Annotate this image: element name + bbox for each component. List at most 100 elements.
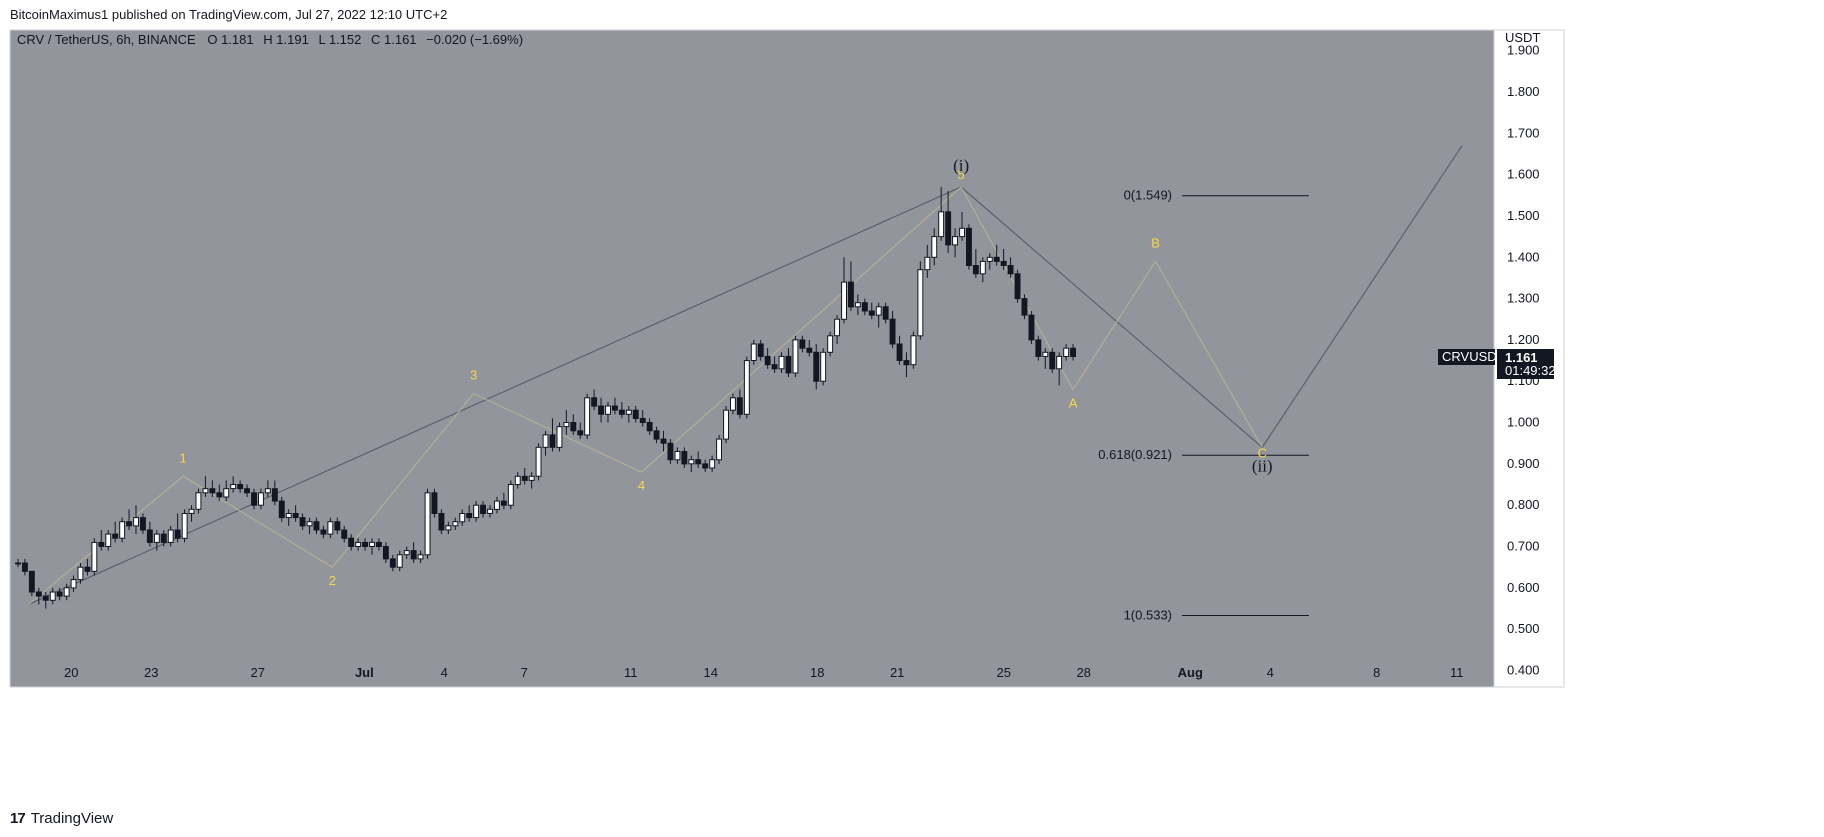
candle-body	[799, 339, 806, 349]
candle	[313, 517, 320, 535]
candle	[251, 488, 258, 510]
candle	[403, 546, 410, 559]
candle	[487, 505, 494, 518]
fib-label: 0.618(0.921)	[1098, 447, 1172, 462]
candle	[77, 563, 84, 584]
candle	[223, 480, 230, 502]
candle	[834, 315, 840, 345]
minor-wave-lines	[28, 186, 1263, 605]
candle-body	[403, 550, 410, 556]
candle-body	[591, 397, 598, 407]
candle	[278, 496, 285, 522]
candle-body	[993, 256, 1000, 262]
candle-body	[1070, 347, 1076, 358]
candle-body	[903, 360, 910, 366]
symbol-tag-box	[1438, 349, 1495, 365]
candle	[702, 459, 709, 473]
time-tick-label: 11	[1450, 665, 1464, 680]
candle-body	[854, 302, 861, 308]
candle-body	[49, 591, 56, 601]
wave-label-2: 2	[329, 573, 336, 588]
candle-body	[764, 355, 771, 366]
wave-label-b: B	[1151, 235, 1160, 250]
footer-brand[interactable]: TradingView	[30, 809, 114, 827]
candle-body	[410, 550, 417, 560]
candle	[327, 517, 334, 539]
candle	[22, 558, 28, 576]
candle	[230, 476, 237, 493]
candle	[709, 455, 716, 473]
candle	[952, 228, 958, 258]
price-tick-label: 1.300	[1507, 291, 1540, 306]
candle	[938, 187, 945, 241]
footer[interactable]: 17 TradingView	[10, 806, 113, 830]
candle	[348, 534, 355, 551]
candle-body	[917, 269, 924, 337]
candle-body	[528, 475, 535, 481]
candle	[98, 529, 105, 551]
candle-body	[306, 521, 313, 527]
price-axis[interactable]: 1.900 1.800 1.700 1.600 1.500 1.400 1.300 1.200…	[1507, 43, 1540, 678]
change-value: −0.020 (−1.69%)	[426, 32, 523, 47]
candle-body	[348, 537, 355, 548]
candle	[146, 521, 153, 547]
tradingview-logo-icon[interactable]: 17	[10, 809, 26, 827]
candle-body	[84, 566, 91, 572]
candle	[140, 513, 146, 535]
candle	[667, 439, 674, 464]
price-tick-label: 1.700	[1507, 125, 1540, 140]
candle	[1063, 344, 1070, 361]
candle	[1000, 249, 1007, 270]
candle-body	[827, 335, 834, 353]
candle	[591, 389, 598, 411]
candle	[730, 393, 736, 415]
candle-body	[556, 426, 563, 448]
candle	[285, 509, 292, 526]
time-tick-label: 7	[521, 665, 528, 680]
candle-body	[778, 355, 785, 370]
candle	[563, 410, 570, 435]
price-tick-label: 1.000	[1507, 415, 1540, 430]
time-tick-label: 25	[997, 665, 1011, 680]
open-label: O	[207, 32, 217, 47]
candle	[188, 505, 195, 522]
candle	[896, 335, 903, 365]
major-wave-label: (ii)	[1252, 456, 1273, 475]
candle-body	[341, 529, 348, 539]
candle-body	[320, 529, 327, 535]
candle	[389, 554, 396, 572]
candle	[993, 244, 1000, 266]
candle	[931, 228, 938, 266]
price-tick-label: 1.900	[1507, 43, 1540, 58]
candle-body	[389, 558, 396, 568]
candle	[556, 422, 563, 452]
time-tick-label: Aug	[1178, 665, 1203, 680]
candle-body	[417, 554, 424, 560]
ohlc-legend-line: CRV / TetherUS, 6h, BINANCE O 1.181 H 1.…	[17, 32, 523, 47]
candle	[972, 249, 979, 278]
price-tick-label: 1.400	[1507, 249, 1540, 264]
candle	[646, 418, 653, 435]
candle	[63, 583, 70, 601]
plot-frame	[9, 29, 1565, 688]
candle	[174, 513, 181, 543]
time-axis[interactable]: 20 23 27 Jul 4 7 11 14 18 21 25 28 Aug 4 8 11	[64, 665, 1463, 680]
candle	[494, 496, 500, 514]
candle-body	[271, 488, 278, 502]
candle-body	[632, 409, 639, 420]
candle	[306, 517, 313, 535]
time-tick-label: 27	[251, 665, 265, 680]
candle-body	[63, 587, 70, 597]
candle	[42, 591, 49, 609]
candle	[966, 224, 972, 270]
candle-body	[757, 343, 764, 357]
candle	[813, 344, 820, 390]
candle	[854, 294, 861, 316]
candle-body	[972, 265, 979, 275]
wave-label-5: 5	[958, 167, 965, 182]
candle-body	[494, 500, 500, 510]
candle-body	[813, 351, 820, 382]
candle-body	[376, 541, 382, 548]
fib-label: 1(0.533)	[1124, 608, 1172, 623]
